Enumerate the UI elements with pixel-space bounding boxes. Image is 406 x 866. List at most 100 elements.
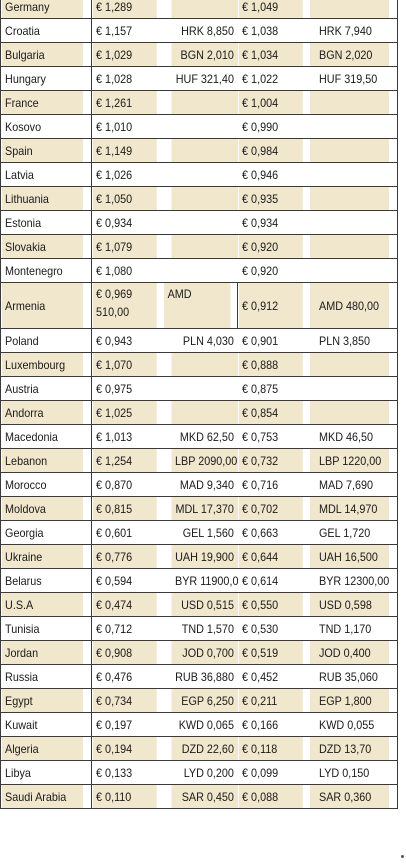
price-cell-2: € 0,854	[237, 400, 303, 425]
fuel-price-table: Germany € 1,289 € 1,049 Croatia € 1,157 HRK 8…	[0, 0, 398, 809]
local-price-cell-1	[170, 352, 238, 377]
local-price-cell-1: TND 1,570	[170, 616, 238, 641]
price-cell-1: € 1,050	[91, 186, 157, 211]
price-cell-2: € 0,753	[237, 424, 303, 449]
local-price-cell-2	[309, 400, 390, 425]
price-cell-1: € 1,157	[91, 18, 157, 43]
local-price-cell-1	[170, 162, 238, 187]
country-cell: Egypt	[0, 688, 83, 713]
local-price-cell-2	[309, 376, 390, 401]
price-cell-2: € 0,920	[237, 234, 303, 259]
price-cell-2: € 0,099	[237, 760, 303, 785]
country-cell: Georgia	[0, 520, 83, 545]
local-price-cell-1: DZD 22,60	[170, 736, 238, 761]
price-cell-2: € 0,530	[237, 616, 303, 641]
local-price-cell-2: MKD 46,50	[309, 424, 390, 449]
local-price-cell-1: HRK 8,850	[170, 18, 238, 43]
local-price-cell-1	[170, 376, 238, 401]
price-cell-2: € 0,118	[237, 736, 303, 761]
price-cell-1: € 0,975	[91, 376, 157, 401]
price-cell-2: € 1,022	[237, 66, 303, 91]
local-price-cell-1	[170, 114, 238, 139]
local-price-cell-1	[170, 90, 238, 115]
table-body: Germany € 1,289 € 1,049 Croatia € 1,157 HRK 8…	[0, 0, 398, 809]
table-row: Hungary € 1,028 HUF 321,40 € 1,022 HUF 319,5…	[0, 66, 398, 91]
local-price-cell-2: SAR 0,360	[309, 784, 390, 809]
table-row: Kosovo € 1,010 € 0,990	[0, 114, 398, 139]
country-cell: Armenia	[0, 282, 83, 329]
price-cell-1: € 0,197	[91, 712, 157, 737]
price-cell-1: € 1,080	[91, 258, 157, 283]
table-row: Tunisia € 0,712 TND 1,570 € 0,530 TND 1,170	[0, 616, 398, 641]
local-price-cell-2: EGP 1,800	[309, 688, 390, 713]
table-row: Georgia € 0,601 GEL 1,560 € 0,663 GEL 1,720	[0, 520, 398, 545]
price-cell-2: € 1,004	[237, 90, 303, 115]
local-price-cell-2	[309, 0, 390, 19]
local-price-cell-2: LBP 1220,00	[309, 448, 390, 473]
country-cell: Kosovo	[0, 114, 83, 139]
price-cell-2: € 0,519	[237, 640, 303, 665]
local-price-cell-1: USD 0,515	[170, 592, 238, 617]
country-cell: Estonia	[0, 210, 83, 235]
local-price-cell-1	[170, 258, 238, 283]
price-cell-1: € 0,110	[91, 784, 157, 809]
local-price-cell-1	[170, 0, 238, 19]
price-cell-1: € 0,815	[91, 496, 157, 521]
price-cell-2: € 0,984	[237, 138, 303, 163]
table-row: Germany € 1,289 € 1,049	[0, 0, 398, 19]
local-price-cell-2: JOD 0,400	[309, 640, 390, 665]
country-cell: U.S.A	[0, 592, 83, 617]
local-price-cell-2: MAD 7,690	[309, 472, 390, 497]
price-cell-2: € 0,550	[237, 592, 303, 617]
price-cell-1: € 1,010	[91, 114, 157, 139]
table-row: Moldova € 0,815 MDL 17,370 € 0,702 MDL 14,97…	[0, 496, 398, 521]
country-cell: Spain	[0, 138, 83, 163]
local-price-cell-1	[170, 138, 238, 163]
price-cell-2: € 1,034	[237, 42, 303, 67]
country-cell: Morocco	[0, 472, 83, 497]
price-cell-2: € 0,702	[237, 496, 303, 521]
country-cell: Russia	[0, 664, 83, 689]
local-price-cell-2: UAH 16,500	[309, 544, 390, 569]
table-row: Algeria € 0,194 DZD 22,60 € 0,118 DZD 13,70	[0, 736, 398, 761]
price-value: € 0,969	[95, 287, 132, 301]
price-cell-2: € 0,990	[237, 114, 303, 139]
country-cell: Jordan	[0, 640, 83, 665]
price-cell-2: € 0,912	[237, 282, 303, 329]
scroll-indicator[interactable]	[401, 855, 404, 858]
table-row: Estonia € 0,934 € 0,934	[0, 210, 398, 235]
price-cell-2: € 0,716	[237, 472, 303, 497]
price-cell-2: € 0,946	[237, 162, 303, 187]
price-cell-2: € 0,888	[237, 352, 303, 377]
country-cell: Lebanon	[0, 448, 83, 473]
local-price-cell-1: AMD	[163, 282, 231, 329]
price-cell-2: € 0,211	[237, 688, 303, 713]
table-row: Latvia € 1,026 € 0,946	[0, 162, 398, 187]
price-cell-1: € 0,194	[91, 736, 157, 761]
country-cell: Saudi Arabia	[0, 784, 83, 809]
price-cell-2: € 0,166	[237, 712, 303, 737]
table-row: Ukraine € 0,776 UAH 19,900 € 0,644 UAH 16,50…	[0, 544, 398, 569]
local-price-cell-2: KWD 0,055	[309, 712, 390, 737]
country-cell: Hungary	[0, 66, 83, 91]
country-cell: Macedonia	[0, 424, 83, 449]
local-price-cell-1: MAD 9,340	[170, 472, 238, 497]
table-row: U.S.A € 0,474 USD 0,515 € 0,550 USD 0,598	[0, 592, 398, 617]
table-row: Lithuania € 1,050 € 0,935	[0, 186, 398, 211]
country-cell: France	[0, 90, 83, 115]
local-price-cell-1: MKD 62,50	[170, 424, 238, 449]
table-row: Austria € 0,975 € 0,875	[0, 376, 398, 401]
price-cell-1: € 0,908	[91, 640, 157, 665]
local-price-cell-1: EGP 6,250	[170, 688, 238, 713]
price-cell-2: € 0,901	[237, 328, 303, 353]
table-row: Kuwait € 0,197 KWD 0,065 € 0,166 KWD 0,055	[0, 712, 398, 737]
local-price-cell-2: GEL 1,720	[309, 520, 390, 545]
price-cell-2: € 0,088	[237, 784, 303, 809]
local-price-cell-2: DZD 13,70	[309, 736, 390, 761]
table-row: Egypt € 0,734 EGP 6,250 € 0,211 EGP 1,800	[0, 688, 398, 713]
local-price-cell-1	[170, 186, 238, 211]
price-cell-1: € 1,254	[91, 448, 157, 473]
local-price-cell-2: BYR 12300,00	[309, 568, 390, 593]
local-price-continuation: 510,00	[95, 305, 129, 319]
price-cell-1: € 1,289	[91, 0, 157, 19]
